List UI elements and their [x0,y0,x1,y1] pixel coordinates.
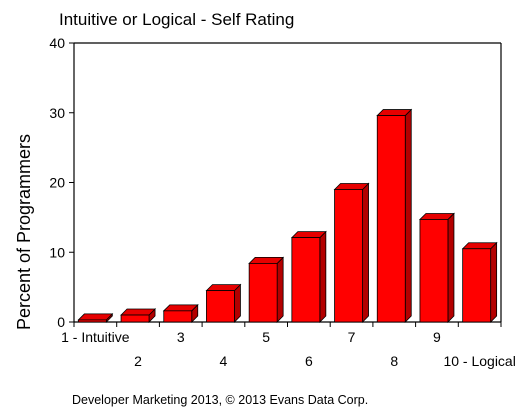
y-tick-label: 0 [57,314,65,330]
x-tick-label: 3 [177,329,185,345]
bars [77,108,498,323]
bar-side [490,241,498,323]
x-tick-label: 8 [390,353,398,369]
bar-front [419,219,449,323]
x-tick-label: 10 - Logical [443,353,515,369]
bar-side [404,108,412,323]
bar-front [163,310,193,323]
bar-side [362,182,369,323]
bar-side [276,256,284,323]
chart-title: Intuitive or Logical - Self Rating [59,10,294,29]
bar [333,182,370,323]
x-tick-label: 5 [262,329,270,345]
bar-front [206,290,235,323]
bar-top [162,304,199,312]
bar [376,108,413,323]
x-tick-label: 4 [220,353,228,369]
y-tick-label: 30 [49,105,65,121]
bar [248,256,285,323]
bar-front [376,115,406,323]
x-tick-label: 2 [134,353,142,369]
x-tick-label: 6 [305,353,313,369]
bar-top [290,231,327,239]
bar-top [418,213,455,220]
bar-side [447,212,455,323]
bar [162,303,199,323]
bar [290,230,327,323]
x-axis-ticks [73,322,502,327]
bar-top [333,183,370,190]
bar [205,283,242,323]
bar-top [248,257,285,264]
y-tick-label: 40 [49,35,65,51]
bar-top [376,109,413,116]
bar-front [77,319,107,323]
bar-top [205,284,242,292]
bar-side [319,230,327,323]
bar-front [291,237,321,323]
bar [77,312,114,323]
bar-top [120,308,157,316]
x-tick-label: 9 [433,329,441,345]
y-tick-label: 20 [49,175,65,191]
bar [461,241,498,323]
bar-front [120,314,150,323]
footer-credit: Developer Marketing 2013, © 2013 Evans D… [72,393,368,407]
bar-front [248,263,278,323]
bar-front [334,189,363,323]
y-axis-ticks: 0 10 20 30 40 [49,35,74,330]
bar [418,212,455,323]
bar [120,308,157,323]
x-tick-label: 1 - Intuitive [61,329,130,345]
x-tick-label: 7 [348,329,356,345]
y-axis-label: Percent of Programmers [14,134,34,330]
bar-top [461,242,498,250]
bar-top [77,313,114,321]
y-tick-label: 10 [49,244,65,260]
bar-front [462,248,492,323]
